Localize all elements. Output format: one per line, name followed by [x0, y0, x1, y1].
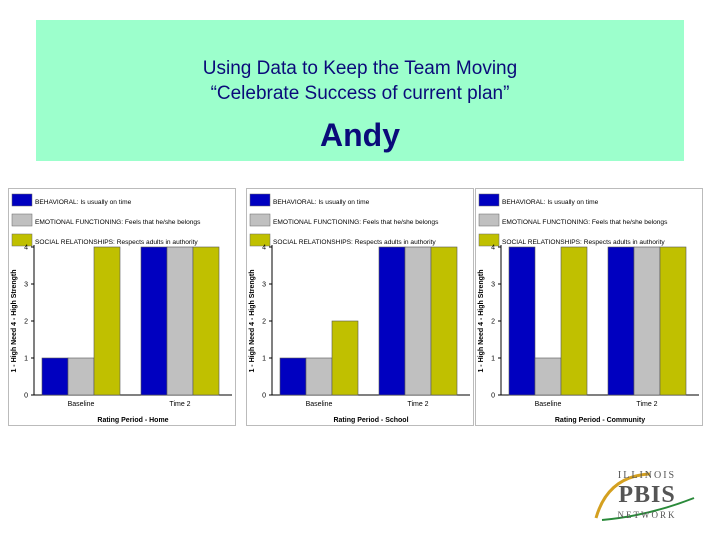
- y-tick-label: 0: [262, 393, 266, 400]
- legend-swatch: [249, 193, 271, 207]
- y-tick-label: 4: [24, 245, 28, 252]
- illinois-pbis-logo: ILLINOIS PBIS NETWORK: [588, 468, 706, 526]
- bar: [633, 246, 661, 396]
- legend-swatch: [249, 213, 271, 227]
- legend-label: EMOTIONAL FUNCTIONING: Feels that he/she…: [273, 219, 439, 226]
- legend-swatch: [11, 213, 33, 227]
- bar: [404, 246, 432, 396]
- student-name: Andy: [320, 117, 400, 153]
- legend-label: SOCIAL RELATIONSHIPS: Respects adults in…: [502, 239, 665, 246]
- bar: [659, 246, 687, 396]
- chart-svg: BEHAVIORAL: Is usually on time EMOTIONAL …: [8, 188, 236, 426]
- legend-label: BEHAVIORAL: Is usually on time: [35, 199, 132, 206]
- y-tick-label: 3: [24, 282, 28, 289]
- y-axis-label: 1 - High Need 4 - High Strength: [11, 269, 18, 372]
- x-tick-label: Time 2: [407, 401, 428, 408]
- x-axis-label: Rating Period - Community: [555, 417, 645, 424]
- legend-swatch: [478, 193, 500, 207]
- x-axis-label: Rating Period - Home: [97, 417, 168, 424]
- bar: [140, 246, 168, 396]
- x-tick-label: Time 2: [636, 401, 657, 408]
- bar: [378, 246, 406, 396]
- chart-school: BEHAVIORAL: Is usually on time EMOTIONAL …: [246, 188, 474, 426]
- bar: [192, 246, 220, 396]
- y-tick-label: 0: [491, 393, 495, 400]
- legend-label: BEHAVIORAL: Is usually on time: [502, 199, 599, 206]
- y-tick-label: 4: [262, 245, 266, 252]
- bar: [508, 246, 536, 396]
- bar: [41, 357, 69, 396]
- x-tick-label: Baseline: [535, 401, 562, 408]
- legend-label: EMOTIONAL FUNCTIONING: Feels that he/she…: [502, 219, 668, 226]
- y-tick-label: 1: [491, 356, 495, 363]
- y-tick-label: 0: [24, 393, 28, 400]
- logo-swoosh-icon: [594, 472, 695, 521]
- logo-main-text: PBIS: [618, 482, 676, 508]
- x-tick-label: Baseline: [68, 401, 95, 408]
- bar: [331, 320, 359, 396]
- logo-top-text: ILLINOIS: [617, 470, 677, 481]
- legend-label: SOCIAL RELATIONSHIPS: Respects adults in…: [35, 239, 198, 246]
- chart-community: BEHAVIORAL: Is usually on time EMOTIONAL …: [475, 188, 703, 426]
- legend-swatch: [478, 213, 500, 227]
- slide-subtitle: “Celebrate Success of current plan”: [210, 83, 510, 104]
- y-tick-label: 1: [262, 356, 266, 363]
- x-tick-label: Baseline: [306, 401, 333, 408]
- legend-swatch: [478, 233, 500, 247]
- y-tick-label: 1: [24, 356, 28, 363]
- bar: [305, 357, 333, 396]
- y-tick-label: 2: [491, 319, 495, 326]
- bar: [560, 246, 588, 396]
- legend-swatch: [11, 193, 33, 207]
- x-tick-label: Time 2: [169, 401, 190, 408]
- y-axis-label: 1 - High Need 4 - High Strength: [478, 269, 485, 372]
- chart-svg: BEHAVIORAL: Is usually on time EMOTIONAL …: [475, 188, 703, 426]
- legend-swatch: [249, 233, 271, 247]
- y-tick-label: 2: [24, 319, 28, 326]
- slide-title: Using Data to Keep the Team Moving: [202, 58, 518, 79]
- y-tick-label: 3: [262, 282, 266, 289]
- chart-home: BEHAVIORAL: Is usually on time EMOTIONAL …: [8, 188, 236, 426]
- bar: [166, 246, 194, 396]
- legend-swatch: [11, 233, 33, 247]
- y-tick-label: 4: [491, 245, 495, 252]
- bar: [279, 357, 307, 396]
- legend-label: BEHAVIORAL: Is usually on time: [273, 199, 370, 206]
- logo-bottom-text: NETWORK: [617, 510, 677, 520]
- y-tick-label: 2: [262, 319, 266, 326]
- bar: [93, 246, 121, 396]
- x-axis-label: Rating Period - School: [333, 417, 408, 424]
- y-axis-label: 1 - High Need 4 - High Strength: [249, 269, 256, 372]
- bar: [67, 357, 95, 396]
- bar: [534, 357, 562, 396]
- chart-svg: BEHAVIORAL: Is usually on time EMOTIONAL …: [246, 188, 474, 426]
- title-banner: Using Data to Keep the Team Moving “Cele…: [36, 20, 684, 161]
- bar: [607, 246, 635, 396]
- legend-label: EMOTIONAL FUNCTIONING: Feels that he/she…: [35, 219, 201, 226]
- legend-label: SOCIAL RELATIONSHIPS: Respects adults in…: [273, 239, 436, 246]
- y-tick-label: 3: [491, 282, 495, 289]
- bar: [430, 246, 458, 396]
